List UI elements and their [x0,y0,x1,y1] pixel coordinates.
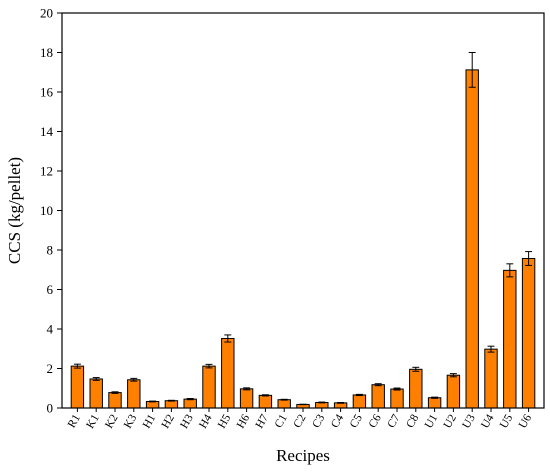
x-tick-label-U1: U1 [423,412,441,430]
bar-K2 [108,392,122,409]
x-tick-label-H2: H2 [160,412,178,430]
y-tick-label: 14 [40,124,54,139]
x-tick-label-C6: C6 [367,412,384,430]
bar-K3 [127,379,141,409]
bar-U6 [521,257,536,409]
bar-R1 [70,365,85,409]
bar-K1 [89,378,103,409]
bar-H2 [164,400,179,409]
x-tick-label-C3: C3 [310,412,327,430]
x-axis-ticks: R1 K1 K2 K3 H1 H2 H3 H4 H5 H6 H7 C1 C2 C3 C4 C5 C6 C7 C8 U1… [66,408,534,431]
y-axis-ticks: 0 2 4 6 8 10 12 14 16 18 20 [40,6,62,416]
x-tick-label-R1: R1 [66,412,83,430]
x-tick-label-C2: C2 [291,412,308,430]
x-tick-label-H6: H6 [235,412,253,430]
y-tick-label: 18 [40,45,53,60]
x-tick-label-U2: U2 [442,412,460,430]
y-tick-label: 12 [40,164,53,179]
y-tick-label: 20 [40,6,53,21]
y-tick-label: 16 [40,85,54,100]
bar-U3 [465,69,479,409]
y-tick-label: 6 [47,282,54,297]
x-tick-label-C8: C8 [404,412,421,430]
bar-C7 [390,388,404,409]
x-tick-label-H7: H7 [254,412,272,430]
x-tick-label-U6: U6 [517,412,535,430]
x-tick-label-K3: K3 [122,412,140,430]
bar-H6 [239,388,254,409]
bar-C6 [371,384,385,409]
bar-U2 [446,374,461,409]
bar-H1 [145,400,160,409]
bar-U4 [484,348,498,409]
bar-C8 [409,368,423,409]
x-tick-label-U5: U5 [498,412,516,430]
bar-C5 [352,394,367,409]
x-tick-label-U4: U4 [479,412,497,430]
plot-area-frame [61,12,545,409]
x-tick-label-U3: U3 [460,412,478,430]
x-tick-label-C5: C5 [348,412,365,430]
x-tick-label-C7: C7 [385,412,402,430]
bars-layer [70,69,536,409]
y-tick-label: 2 [47,361,54,376]
bar-H4 [202,365,216,409]
bar-H5 [221,337,235,409]
x-tick-label-H5: H5 [216,412,234,430]
x-tick-label-H1: H1 [141,412,159,430]
bar-C1 [277,399,291,409]
x-tick-label-K1: K1 [84,412,102,430]
x-tick-label-C4: C4 [329,412,346,430]
bar-H3 [183,398,197,409]
x-tick-label-H4: H4 [197,412,215,430]
x-tick-label-K2: K2 [103,412,121,430]
bar-U1 [427,397,442,409]
error-bars-layer [73,52,533,406]
y-tick-label: 4 [47,322,54,337]
bar-H7 [258,394,273,409]
bar-U5 [503,269,517,409]
y-tick-label: 0 [47,401,54,416]
y-tick-label: 8 [47,243,54,258]
x-axis-title: Recipes [276,446,330,465]
y-axis-title: CCS (kg/pellet) [5,157,24,264]
y-tick-label: 10 [40,203,53,218]
x-tick-label-C1: C1 [273,412,290,430]
x-tick-label-H3: H3 [178,412,196,430]
